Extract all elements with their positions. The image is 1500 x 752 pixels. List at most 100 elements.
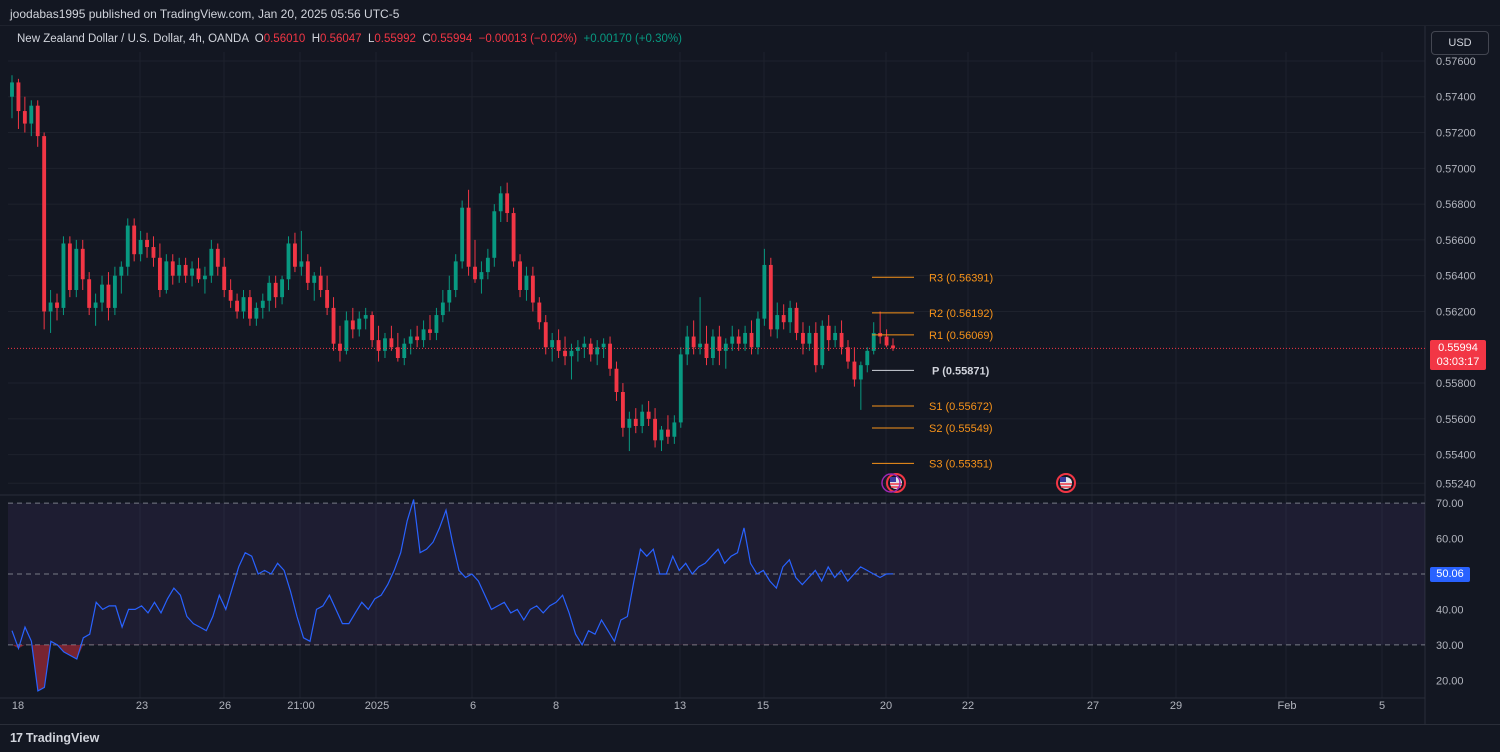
candle — [646, 400, 651, 426]
candle — [125, 218, 130, 276]
candle-body — [106, 284, 111, 308]
candle — [112, 266, 117, 316]
candle — [768, 257, 773, 337]
candle-body — [460, 207, 465, 262]
candle — [357, 311, 362, 337]
candle — [704, 325, 709, 366]
candle — [421, 320, 426, 348]
candle-body — [22, 111, 27, 124]
candle — [222, 257, 227, 298]
candle-body — [447, 290, 452, 303]
candle-body — [711, 336, 715, 358]
candle — [595, 340, 600, 366]
pivot-level-label: S3 (0.55351) — [929, 458, 993, 470]
candle-body — [485, 257, 490, 273]
price-tick-label: 0.55600 — [1436, 414, 1476, 426]
candle-body — [653, 418, 657, 441]
time-tick-label: 15 — [757, 700, 769, 712]
candle — [183, 257, 188, 283]
candle — [132, 218, 137, 262]
candle-body — [383, 338, 387, 351]
candle-body — [55, 302, 59, 308]
candle-body — [35, 105, 40, 137]
candle — [775, 302, 780, 339]
candle — [614, 361, 619, 401]
candle-body — [215, 248, 220, 267]
candle — [318, 266, 323, 298]
candle-body — [633, 418, 638, 426]
pivot-level-label: P (0.55871) — [932, 365, 990, 377]
candle — [10, 75, 14, 119]
us-flag-event-icon — [1056, 473, 1076, 493]
candle-body — [627, 418, 632, 428]
high-value: 0.56047 — [320, 33, 362, 45]
close-value: 0.55994 — [430, 33, 473, 45]
tradingview-logo[interactable]: 17 TradingView — [10, 731, 99, 745]
candle — [447, 275, 452, 312]
candle-body — [248, 297, 252, 319]
branding-bar: 17 TradingView — [0, 724, 1500, 752]
candle — [736, 329, 741, 351]
candle — [575, 340, 580, 362]
price-tick-label: 0.55400 — [1436, 450, 1476, 462]
candle-body — [312, 275, 317, 283]
rsi-line — [11, 499, 894, 692]
candle — [640, 404, 645, 434]
candle — [35, 100, 40, 147]
candle — [601, 338, 606, 358]
chart-canvas[interactable]: R3 (0.56391) R2 (0.56192) R1 (0.56069) P (0… — [0, 26, 1500, 724]
candle-body — [183, 264, 188, 276]
publisher-bar: joodabas1995 published on TradingView.co… — [0, 0, 1500, 26]
candle-body — [434, 315, 439, 333]
candle-body — [646, 411, 651, 419]
candle — [453, 254, 458, 298]
time-tick-label: 27 — [1087, 700, 1099, 712]
us-flag-event-icon — [886, 473, 906, 493]
candle — [833, 325, 838, 348]
candle — [190, 261, 194, 287]
candle-body — [228, 290, 233, 301]
currency-button[interactable]: USD — [1431, 31, 1489, 55]
change-value: −0.00013 (−0.02%) — [478, 33, 578, 45]
candle-body — [794, 307, 799, 333]
candle-body — [10, 82, 14, 97]
publisher-line: joodabas1995 published on TradingView.co… — [10, 7, 400, 21]
candle — [678, 347, 683, 428]
candle-body — [563, 350, 567, 357]
candle-body — [145, 239, 149, 248]
candle-body — [505, 193, 510, 214]
candle-body — [858, 365, 863, 380]
candle-body — [865, 350, 870, 366]
candle-body — [280, 279, 285, 298]
candle-body — [112, 275, 117, 308]
candle — [788, 300, 793, 333]
time-tick-label: 22 — [962, 700, 974, 712]
candle-body — [601, 343, 606, 348]
pivot-level-label: R1 (0.56069) — [929, 330, 993, 342]
chart-area[interactable]: R3 (0.56391) R2 (0.56192) R1 (0.56069) P (0… — [0, 26, 1500, 724]
candle — [29, 100, 34, 137]
time-tick-label: 20 — [880, 700, 892, 712]
candle-body — [29, 105, 34, 124]
high-label: H — [311, 33, 320, 45]
candle-body — [891, 345, 895, 349]
candle-body — [125, 225, 130, 267]
candle-body — [492, 211, 497, 258]
candle — [878, 311, 883, 344]
candle-body — [370, 315, 375, 341]
candle — [106, 272, 111, 321]
candle — [157, 243, 162, 298]
candle-body — [620, 392, 625, 428]
candle-body — [749, 332, 754, 348]
candle-body — [395, 347, 400, 358]
time-tick-label: 6 — [470, 700, 476, 712]
candle-body — [202, 275, 207, 280]
candle-body — [524, 275, 529, 290]
candle — [215, 243, 220, 276]
candle — [781, 304, 786, 330]
candle-body — [61, 243, 66, 308]
candle — [685, 325, 690, 366]
candle — [389, 325, 394, 351]
candle-body — [640, 411, 645, 426]
open-label: O — [254, 33, 264, 45]
